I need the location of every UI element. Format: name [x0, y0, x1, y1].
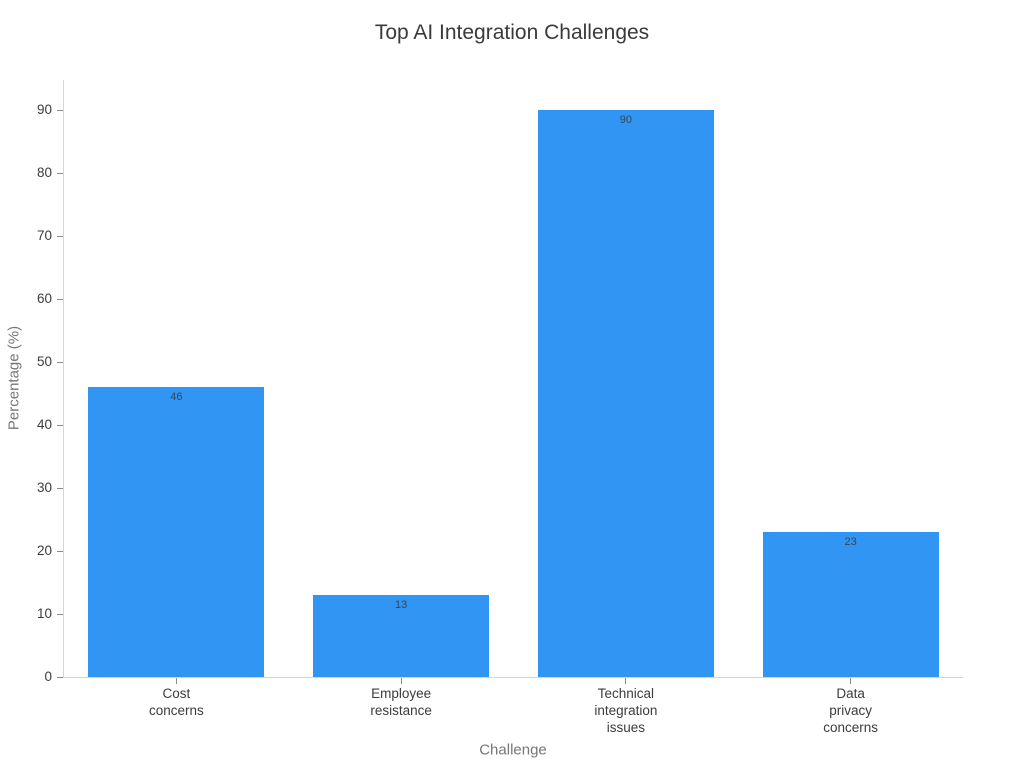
y-tick-mark — [57, 235, 63, 237]
y-tick-mark — [57, 550, 63, 552]
chart-title: Top AI Integration Challenges — [374, 21, 650, 44]
x-tick-label: Data privacy concerns — [823, 686, 879, 735]
y-tick-mark — [57, 424, 63, 426]
y-tick-label: 20 — [36, 543, 52, 559]
y-tick-label: 80 — [36, 165, 52, 181]
bar — [313, 595, 490, 677]
x-tick-label: Cost concerns — [148, 686, 204, 718]
bar-value-label: 90 — [619, 114, 632, 127]
y-tick-mark — [57, 172, 63, 174]
y-tick-label: 10 — [36, 606, 52, 622]
y-tick-label: 90 — [36, 102, 52, 118]
bar-value-label: 13 — [395, 599, 408, 612]
y-tick-mark — [57, 361, 63, 363]
bar-value-label: 46 — [170, 391, 183, 404]
y-tick-label: 50 — [36, 354, 52, 370]
bar — [537, 110, 714, 677]
y-tick-mark — [57, 676, 63, 678]
y-tick-mark — [57, 109, 63, 111]
y-tick-mark — [57, 613, 63, 615]
y-tick-mark — [57, 298, 63, 300]
x-tick-label: Employee resistance — [370, 686, 432, 718]
plot-area: 0 10 20 30 40 50 60 70 80 90 46 Cost concerns 13 Empl… — [37, 80, 963, 735]
bar-value-label: 23 — [844, 536, 857, 549]
bar — [762, 532, 939, 677]
x-tick-mark — [850, 678, 852, 684]
x-tick-mark — [400, 678, 402, 684]
x-axis-title: Challenge — [479, 741, 547, 759]
x-tick-label: Technical integration issues — [594, 686, 658, 735]
y-axis-title: Percentage (%) — [5, 325, 23, 431]
y-tick-label: 0 — [44, 669, 52, 684]
y-tick-label: 70 — [36, 228, 52, 244]
y-tick-label: 40 — [36, 417, 52, 433]
bar — [88, 387, 265, 677]
y-tick-label: 30 — [36, 480, 52, 496]
y-tick-label: 60 — [36, 291, 52, 307]
x-tick-mark — [175, 678, 177, 684]
y-tick-mark — [57, 487, 63, 489]
x-tick-mark — [625, 678, 627, 684]
